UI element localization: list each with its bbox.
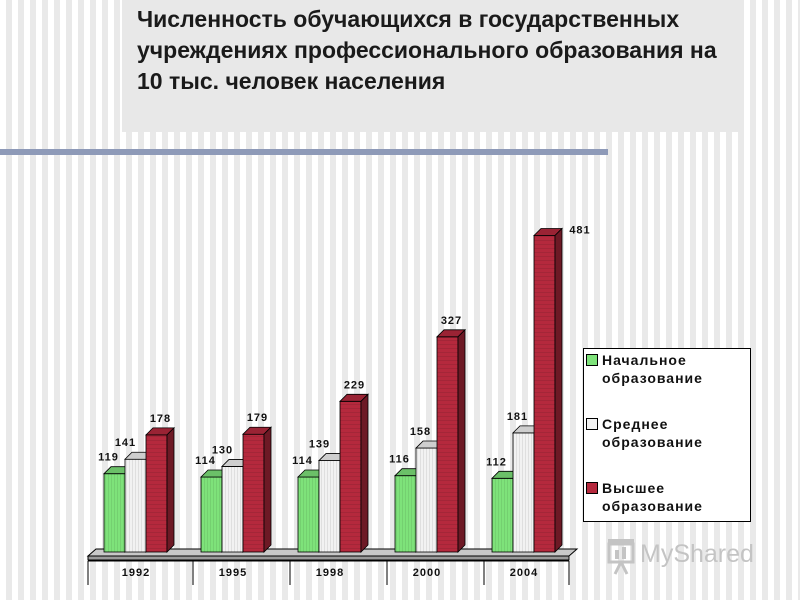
bar-higher — [339, 393, 369, 553]
bar-side — [263, 426, 272, 553]
x-axis: 1992 1995 1998 2000 2004 — [87, 560, 570, 585]
watermark-text: MyShared — [640, 540, 754, 568]
bar-front — [339, 400, 362, 553]
bar-front — [436, 336, 459, 553]
x-tick-label: 2004 — [510, 567, 538, 579]
legend-label-higher: Высшее образование — [602, 480, 703, 514]
data-label: 114 — [195, 455, 216, 467]
title-panel — [122, 0, 740, 132]
bar-front — [103, 473, 126, 553]
page-title: Численность обучающихся в государственны… — [137, 6, 717, 94]
data-label: 112 — [486, 456, 507, 468]
bar-front — [200, 476, 223, 553]
bar-front — [415, 447, 438, 553]
bar-front — [512, 432, 535, 553]
bar-front — [124, 458, 147, 553]
chart-bars — [103, 227, 563, 553]
data-label: 229 — [344, 379, 365, 391]
bar-higher — [242, 426, 272, 553]
data-label: 158 — [410, 426, 431, 438]
legend-item-secondary: Среднее образование — [586, 415, 746, 451]
bar-front — [221, 466, 244, 553]
chart-labels: 1191411781141301791141392291161583271121… — [98, 225, 590, 469]
data-label: 139 — [309, 439, 330, 451]
data-label: 130 — [212, 444, 233, 456]
x-tick-label: 1992 — [122, 567, 150, 579]
legend-swatch-primary — [586, 354, 598, 366]
legend-swatch-secondary — [586, 418, 598, 430]
bar-higher — [436, 328, 466, 553]
data-label: 116 — [389, 454, 410, 466]
bar-front — [318, 460, 341, 553]
bar-front — [394, 475, 417, 553]
x-tick-label: 1998 — [316, 567, 344, 579]
title-rule — [0, 149, 608, 155]
bar-higher — [533, 227, 563, 553]
data-label: 327 — [441, 315, 462, 327]
x-tick-label: 1995 — [219, 567, 247, 579]
legend: Начальное образование Среднее образовани… — [583, 348, 751, 522]
bar-front — [297, 476, 320, 553]
bar-side — [360, 393, 369, 553]
legend-label-primary: Начальное образование — [602, 352, 703, 386]
chart-floor-front — [87, 555, 570, 561]
x-tick-label: 2000 — [413, 567, 441, 579]
data-label: 179 — [247, 412, 268, 424]
bar-front — [533, 235, 556, 553]
legend-swatch-higher — [586, 482, 598, 494]
legend-label-secondary: Среднее образование — [602, 416, 703, 450]
bar-front — [242, 433, 265, 553]
data-label: 141 — [115, 437, 136, 449]
bar-side — [166, 426, 175, 553]
bar-side — [457, 328, 466, 553]
legend-item-higher: Высшее образование — [586, 479, 746, 515]
data-label: 481 — [569, 225, 590, 237]
data-label: 178 — [150, 413, 171, 425]
data-label: 181 — [507, 411, 528, 423]
bar-higher — [145, 426, 175, 553]
data-label: 119 — [98, 452, 119, 464]
bar-side — [554, 227, 563, 553]
watermark: MyShared — [606, 536, 770, 576]
presentation-icon — [607, 539, 635, 575]
legend-item-primary: Начальное образование — [586, 351, 746, 387]
bar-front — [491, 477, 514, 553]
data-label: 114 — [292, 455, 313, 467]
bar-front — [145, 434, 168, 553]
